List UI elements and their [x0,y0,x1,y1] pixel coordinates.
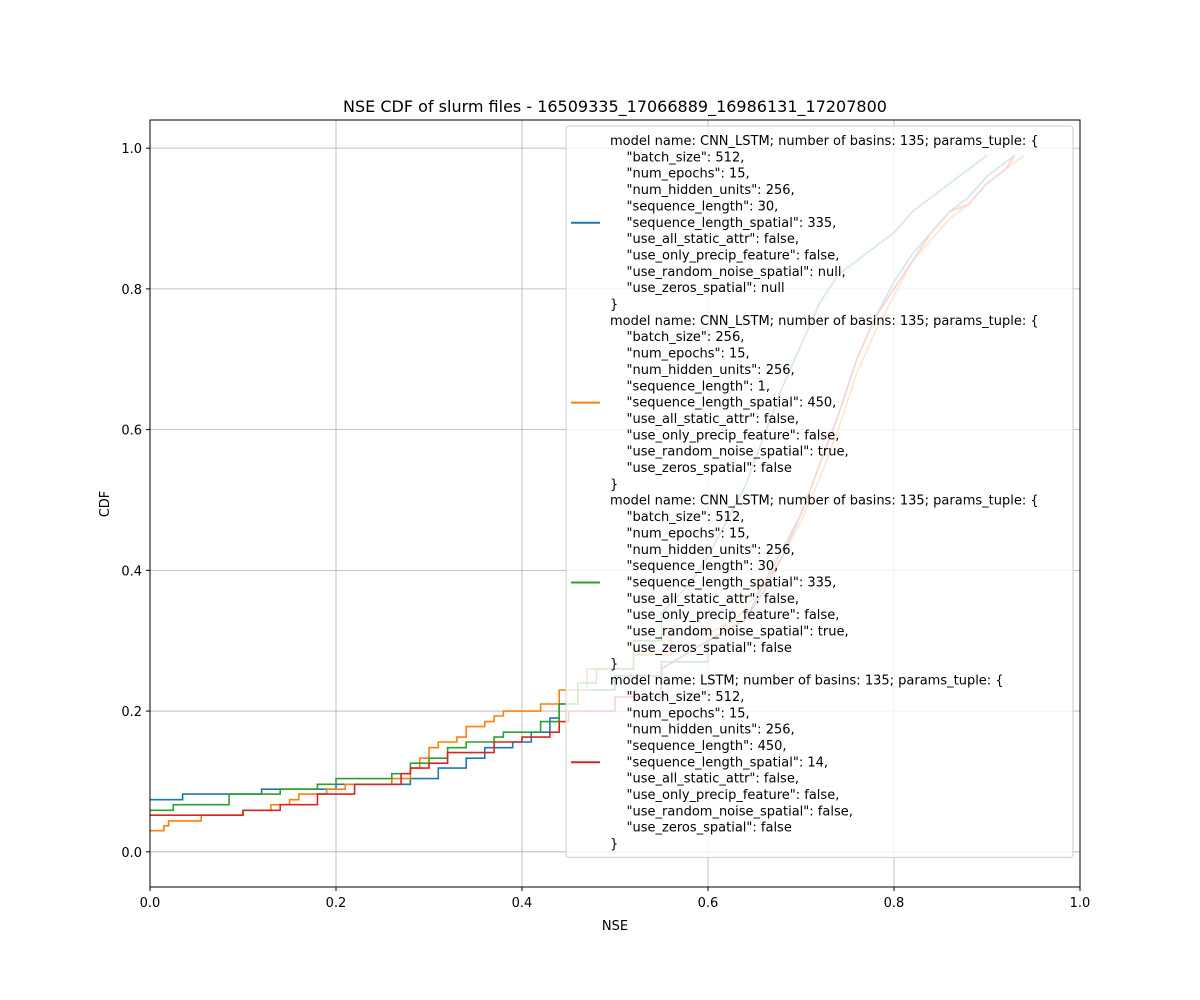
legend-entry-line: "num_epochs": 15, [610,167,750,182]
legend-entry-line: "num_hidden_units": 256, [610,183,795,198]
x-axis-label: NSE [602,919,628,934]
legend-entry-line: model name: CNN_LSTM; number of basins: … [610,314,1039,329]
legend-entry-line: "use_random_noise_spatial": true, [610,445,849,460]
legend-entry-line: "num_epochs": 15, [610,706,750,721]
legend-entry-line: "sequence_length": 1, [610,379,770,394]
x-tick-label: 0.4 [512,896,533,911]
x-tick-label: 0.2 [326,896,347,911]
legend-box [565,125,1074,858]
legend-entry-line: "use_random_noise_spatial": false, [610,804,853,819]
legend-entry-line: "use_zeros_spatial": false [610,821,792,836]
legend-entry-line: "num_hidden_units": 256, [610,723,795,738]
y-tick-label: 0.0 [121,846,142,861]
x-tick-label: 0.0 [140,896,161,911]
legend-entry-line: "batch_size": 512, [610,150,744,165]
legend-entry-line: "batch_size": 256, [610,330,744,345]
legend-entry-line: } [610,837,618,852]
legend-entry-line: } [610,298,618,313]
legend-entry-line: "use_zeros_spatial": false [610,641,792,656]
legend-entry-line: "use_only_precip_feature": false, [610,428,839,443]
y-tick-label: 1.0 [121,142,142,157]
x-tick-label: 0.8 [884,896,905,911]
legend-entry-line: } [610,657,618,672]
legend-entry-line: "use_random_noise_spatial": null, [610,265,846,280]
legend-entry-line: "use_zeros_spatial": false [610,461,792,476]
plot-frame [149,119,1081,888]
legend-entry-line: "sequence_length": 30, [610,559,778,574]
legend-entry-line: "sequence_length_spatial": 14, [610,755,828,770]
legend-entry-line: "num_hidden_units": 256, [610,543,795,558]
legend-entry-line: "sequence_length": 450, [610,739,787,754]
legend-entry-line: "batch_size": 512, [610,510,744,525]
y-tick-label: 0.2 [121,705,142,720]
legend-entry-line: "sequence_length_spatial": 335, [610,216,836,231]
legend-entry-line: "use_only_precip_feature": false, [610,788,839,803]
chart-title: NSE CDF of slurm files - 16509335_170668… [343,97,887,117]
legend-entry-line: "sequence_length_spatial": 450, [610,396,836,411]
legend-entry-line: "use_all_static_attr": false, [610,772,799,787]
legend-entry-line: "batch_size": 512, [610,690,744,705]
legend: model name: CNN_LSTM; number of basins: … [565,125,1074,858]
x-tick-label: 0.6 [698,896,719,911]
legend-entry-line: model name: CNN_LSTM; number of basins: … [610,494,1039,509]
legend-entry-line: model name: LSTM; number of basins: 135;… [610,674,1004,689]
legend-entry-line: } [610,477,618,492]
legend-entry-line: "num_epochs": 15, [610,526,750,541]
axis-ticks: 0.0 0.2 0.4 0.6 0.8 1.0 0.0 0.2 0.4 0.6 0.8 1.0 [121,142,1090,911]
legend-entry-line: "use_only_precip_feature": false, [610,608,839,623]
legend-entry-line: "use_all_static_attr": false, [610,592,799,607]
x-tick-label: 1.0 [1070,896,1091,911]
y-axis-label: CDF [98,491,113,518]
legend-entry-line: "num_hidden_units": 256, [610,363,795,378]
legend-entry-line: model name: CNN_LSTM; number of basins: … [610,134,1039,149]
legend-entry-line: "use_all_static_attr": false, [610,412,799,427]
legend-entry-line: "sequence_length": 30, [610,199,778,214]
legend-entry-line: "use_all_static_attr": false, [610,232,799,247]
legend-entry-line: "num_epochs": 15, [610,347,750,362]
legend-entry-line: "use_random_noise_spatial": true, [610,625,849,640]
legend-entry-line: "sequence_length_spatial": 335, [610,575,836,590]
y-tick-label: 0.6 [121,424,142,439]
y-tick-label: 0.4 [121,564,142,579]
y-tick-label: 0.8 [121,283,142,298]
legend-entry-line: "use_zeros_spatial": null [610,281,785,296]
legend-entry-line: "use_only_precip_feature": false, [610,248,839,263]
